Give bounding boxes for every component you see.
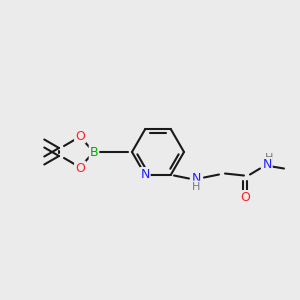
Text: O: O bbox=[75, 161, 85, 175]
Text: O: O bbox=[75, 130, 85, 142]
Text: N: N bbox=[262, 158, 272, 171]
Text: N: N bbox=[191, 172, 201, 185]
Text: H: H bbox=[265, 152, 273, 163]
Text: H: H bbox=[192, 182, 200, 191]
Text: N: N bbox=[140, 168, 150, 181]
Text: B: B bbox=[90, 146, 98, 158]
Text: O: O bbox=[240, 191, 250, 204]
